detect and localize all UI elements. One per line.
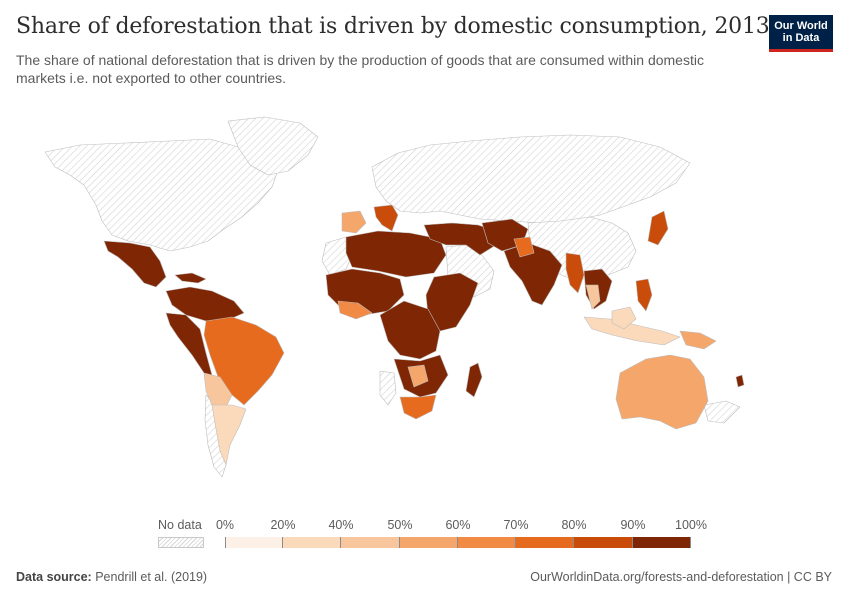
- legend-bin-5[interactable]: [516, 537, 574, 548]
- region-north-america-nodata[interactable]: [44, 138, 279, 252]
- chart-subtitle: The share of national deforestation that…: [16, 52, 704, 86]
- region-northern-south-america[interactable]: [165, 286, 245, 322]
- region-papua[interactable]: [679, 330, 717, 350]
- region-philippines[interactable]: [635, 278, 653, 312]
- legend-tick-6: 80%: [561, 518, 587, 532]
- region-pacific-nodata[interactable]: [703, 400, 741, 424]
- region-argentina[interactable]: [211, 404, 247, 466]
- legend-tick-2: 40%: [328, 518, 354, 532]
- region-south-africa[interactable]: [399, 394, 437, 420]
- data-source-label: Data source:: [16, 570, 92, 584]
- logo-line-2: in Data: [782, 32, 820, 44]
- legend-tick-1: 20%: [270, 518, 296, 532]
- owid-logo[interactable]: Our World in Data: [769, 15, 833, 52]
- legend-bin-4[interactable]: [458, 537, 516, 548]
- data-source: Data source: Pendrill et al. (2019): [16, 570, 207, 584]
- region-botswana-zimbabwe[interactable]: [407, 364, 429, 388]
- legend-bin-1[interactable]: [283, 537, 341, 548]
- region-namibia-nodata[interactable]: [379, 370, 397, 406]
- region-myanmar[interactable]: [565, 252, 585, 294]
- legend-tick-0: 0%: [215, 518, 235, 532]
- region-madagascar[interactable]: [465, 362, 483, 398]
- region-india[interactable]: [503, 242, 563, 306]
- region-east-africa[interactable]: [425, 272, 479, 332]
- region-iberia[interactable]: [341, 210, 367, 234]
- region-new-caledonia[interactable]: [735, 374, 745, 388]
- region-japan[interactable]: [647, 210, 669, 246]
- legend-tick-5: 70%: [503, 518, 529, 532]
- legend-bin-6[interactable]: [574, 537, 633, 548]
- legend-tick-3: 50%: [387, 518, 413, 532]
- region-middle-east[interactable]: [423, 222, 497, 256]
- region-borneo[interactable]: [611, 306, 637, 330]
- legend-bin-0[interactable]: [225, 537, 283, 548]
- legend-nodata-label: No data: [158, 518, 202, 532]
- region-southern-europe[interactable]: [373, 204, 399, 232]
- region-central-africa[interactable]: [379, 300, 441, 360]
- legend-bin-3[interactable]: [400, 537, 458, 548]
- chart-title: Share of deforestation that is driven by…: [16, 14, 770, 39]
- region-mexico-central-america[interactable]: [103, 240, 167, 288]
- legend-bin-7[interactable]: [633, 537, 691, 548]
- region-sahel-north-africa[interactable]: [345, 230, 447, 278]
- region-greenland-nodata[interactable]: [227, 116, 319, 176]
- logo-line-1: Our World: [774, 20, 828, 32]
- credit-link[interactable]: OurWorldinData.org/forests-and-deforesta…: [530, 570, 832, 584]
- legend-tick-7: 90%: [620, 518, 646, 532]
- map-legend: No data 0% 20% 40% 50% 60% 70% 80% 90% 1…: [158, 518, 707, 548]
- legend-bin-2[interactable]: [341, 537, 400, 548]
- legend-tick-8: 100%: [675, 518, 707, 532]
- region-coastal-west-africa[interactable]: [337, 300, 373, 320]
- legend-nodata-swatch: [158, 537, 204, 548]
- region-caribbean[interactable]: [174, 272, 207, 284]
- region-australia[interactable]: [615, 354, 709, 430]
- region-thailand[interactable]: [585, 284, 601, 310]
- region-europe-russia-nodata[interactable]: [371, 134, 691, 224]
- world-map[interactable]: [0, 105, 850, 495]
- region-andes[interactable]: [165, 312, 213, 376]
- region-nepal-bangladesh[interactable]: [513, 236, 535, 258]
- data-source-value[interactable]: Pendrill et al. (2019): [95, 570, 208, 584]
- legend-tick-4: 60%: [445, 518, 471, 532]
